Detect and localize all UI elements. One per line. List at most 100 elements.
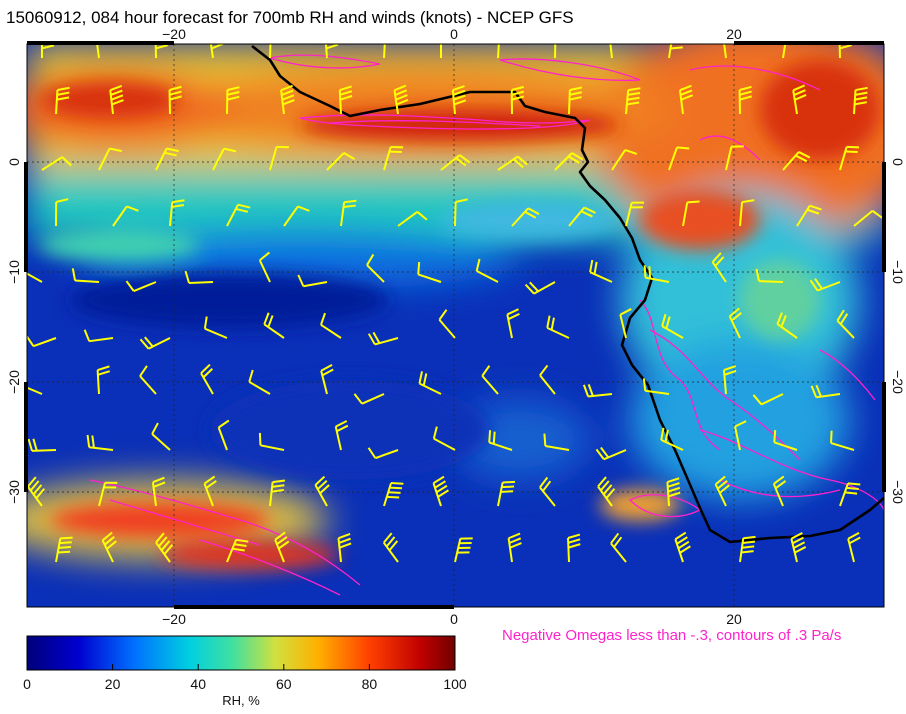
wind-barb (853, 86, 868, 115)
wind-barb (475, 258, 499, 283)
wind-barb (619, 308, 632, 339)
lon-tick-label: 20 (726, 611, 742, 627)
lat-tick-label: −20 (6, 370, 22, 394)
wind-barb (27, 335, 57, 348)
wind-barb (27, 476, 46, 507)
wind-barb (454, 537, 473, 563)
wind-barb (98, 481, 118, 507)
wind-barb (109, 84, 124, 115)
colorbar-gradient (26, 635, 456, 671)
wind-barb (27, 438, 57, 452)
colorbar-tick-label: 0 (23, 676, 31, 692)
wind-barb (554, 44, 559, 59)
wind-barb (226, 86, 240, 115)
wind-barb (511, 207, 540, 227)
wind-barb (539, 364, 556, 395)
wind-barb (418, 371, 442, 395)
top-lon-labels: −20 0 20 (162, 26, 742, 42)
wind-barb (722, 365, 737, 395)
wind-barb (382, 532, 399, 563)
wind-barb (625, 87, 641, 115)
wind-barb (98, 147, 122, 171)
wind-barb (810, 384, 841, 399)
wind-barb (543, 433, 570, 451)
wind-barb (40, 44, 55, 59)
wind-barb (274, 531, 290, 563)
wind-barb (668, 44, 683, 59)
wind-barb (567, 533, 581, 563)
wind-barb (610, 532, 627, 563)
colorbar-tick-label: 40 (190, 676, 206, 692)
wind-barb (86, 434, 114, 451)
wind-barb (782, 151, 811, 171)
wind-barb (510, 85, 525, 115)
wind-barb (440, 154, 471, 171)
colorbar: 0 20 40 60 80 100 RH, % (23, 635, 467, 708)
wind-barb (168, 85, 182, 115)
wind-barb (568, 206, 596, 227)
wind-barb (661, 313, 684, 339)
wind-barb (71, 268, 100, 283)
wind-barb (776, 312, 798, 339)
colorbar-tick-label: 80 (362, 676, 378, 692)
wind-barb (383, 145, 404, 171)
lon-tick-label: −20 (162, 611, 186, 627)
wind-barb (151, 422, 171, 451)
wind-barb (838, 44, 852, 59)
colorbar-ticks (112, 664, 370, 670)
colorbar-tick-label: 100 (443, 676, 467, 692)
wind-barb (682, 200, 700, 227)
wind-barb (334, 420, 349, 451)
wind-barb (217, 419, 230, 451)
wind-barb (611, 148, 638, 171)
wind-barb (101, 531, 117, 563)
wind-barb (714, 475, 730, 507)
wind-barb (738, 85, 752, 115)
wind-barb (367, 447, 399, 460)
wind-barb (139, 365, 157, 395)
wind-barb (269, 44, 274, 59)
wind-barb (782, 44, 795, 59)
wind-barb (660, 427, 684, 451)
lat-tick-label: −10 (6, 260, 22, 284)
wind-barb (497, 44, 503, 59)
wind-barb (226, 538, 249, 563)
wind-barb (258, 432, 285, 451)
wind-barb (625, 201, 645, 227)
wind-barb (524, 281, 556, 295)
wind-barb (839, 145, 860, 171)
wind-barb (320, 364, 334, 395)
lon-tick-label: −20 (162, 26, 186, 42)
wind-barb (554, 152, 584, 171)
wind-barb (55, 86, 70, 115)
wind-barb (155, 147, 179, 171)
wind-barb (337, 532, 352, 563)
wind-barb (340, 199, 357, 227)
lat-tick-label: −20 (890, 370, 906, 394)
wind-barb (728, 307, 742, 339)
wind-barb (497, 480, 516, 507)
wind-barb (796, 204, 822, 227)
wind-barb (139, 336, 171, 350)
colorbar-tick-label: 20 (105, 676, 121, 692)
wind-barb (27, 272, 43, 283)
lon-tick-label: 20 (726, 26, 742, 42)
wind-barb (734, 420, 747, 451)
wind-barb (200, 363, 214, 395)
wind-barb (853, 209, 884, 227)
wind-barb (55, 536, 73, 563)
wind-barb (666, 477, 681, 507)
wind-barb (847, 532, 861, 563)
wind-barb (642, 378, 670, 395)
wind-barb (226, 203, 251, 227)
wind-barb (830, 430, 855, 451)
map-title: 15060912, 084 hour forecast for 700mb RH… (6, 8, 574, 27)
wind-barb (439, 44, 444, 59)
wind-barb (154, 44, 169, 59)
wind-barb (506, 308, 520, 339)
wind-barb (151, 476, 166, 507)
plot-frame (26, 43, 885, 608)
wind-barb (546, 315, 570, 339)
wind-barb (55, 198, 69, 227)
